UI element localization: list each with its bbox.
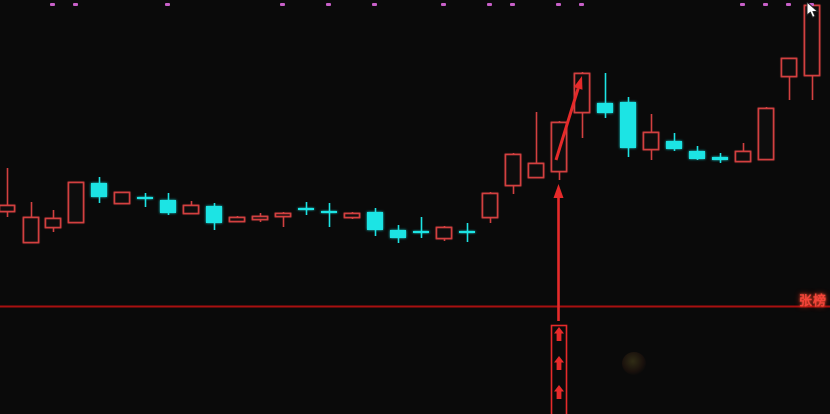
candle [206, 203, 222, 230]
candle [91, 177, 107, 203]
signal-dots-layer [50, 3, 814, 6]
candle-body-bear [321, 211, 337, 213]
candle [251, 213, 269, 222]
mouse-cursor-icon [806, 2, 819, 18]
candle [113, 191, 131, 205]
candle-body-bull [182, 204, 200, 215]
candle [228, 216, 246, 223]
candle [757, 107, 775, 161]
candle-body-bear [206, 206, 222, 223]
candle-body-bull [22, 216, 40, 244]
signal-dot [579, 3, 584, 6]
candle [597, 73, 613, 118]
candle [620, 97, 636, 157]
candle-body-bear [712, 157, 728, 160]
candle [504, 153, 522, 194]
candle [459, 223, 475, 242]
candle-body-bear [367, 212, 383, 230]
signal-dot [165, 3, 170, 6]
vertical-up-arrow [553, 184, 564, 321]
candle [137, 193, 153, 207]
candle-body-bull [343, 212, 361, 219]
candle-body-bear [597, 103, 613, 113]
watermark-logo [622, 352, 646, 375]
signal-dot [326, 3, 331, 6]
candle-body-bull [67, 181, 85, 224]
candle-body-bear [620, 102, 636, 148]
candle-body-bear [91, 183, 107, 197]
candle [390, 225, 406, 243]
candle-body-bear [413, 231, 429, 233]
candle [435, 226, 453, 241]
candle [160, 193, 176, 215]
candle [44, 210, 62, 232]
signal-bar-outline [550, 324, 568, 414]
candle [343, 212, 361, 219]
signal-dot [786, 3, 791, 6]
indicator-label: 张榜 [799, 293, 828, 308]
candle [367, 208, 383, 236]
up-arrow-icon [554, 327, 564, 341]
candle [803, 4, 821, 100]
signal-bar [550, 324, 568, 414]
candle [321, 203, 337, 227]
candle-body-bull [481, 192, 499, 219]
signal-dot [73, 3, 78, 6]
candle-body-bear [390, 230, 406, 238]
candle [274, 212, 292, 227]
candle-body-bear [666, 141, 682, 149]
signal-dot [740, 3, 745, 6]
signal-dot [372, 3, 377, 6]
candle-body-bull [274, 212, 292, 218]
signal-dot [487, 3, 492, 6]
candle-body-bull [527, 162, 545, 179]
candle-body-bull [435, 226, 453, 240]
up-arrow-icon [554, 385, 564, 399]
candle [0, 168, 16, 217]
candle-body-bull [642, 131, 660, 151]
candle-body-bear [689, 151, 705, 159]
candle-body-bear [298, 208, 314, 210]
candle-body-bull [113, 191, 131, 205]
signal-dot [280, 3, 285, 6]
annotations-layer [550, 76, 583, 414]
candle-body-bull [251, 215, 269, 221]
candle-body-bull [734, 150, 752, 163]
candle-body-bull [504, 153, 522, 187]
candle [712, 153, 728, 163]
candle [527, 112, 545, 179]
candle [689, 146, 705, 160]
candle [182, 201, 200, 215]
up-arrow-icon [554, 356, 564, 370]
candle-body-bull [228, 216, 246, 223]
candle [298, 202, 314, 215]
signal-dot [763, 3, 768, 6]
candle [780, 57, 798, 100]
candle-body-bull [0, 204, 16, 213]
candle-body-bear [137, 197, 153, 199]
candle [666, 133, 682, 151]
candle-body-bear [160, 200, 176, 213]
candle-body-bear [459, 231, 475, 233]
candle [22, 202, 40, 244]
candle [734, 143, 752, 163]
candle [642, 114, 660, 160]
signal-dot [50, 3, 55, 6]
candle-body-bull [780, 57, 798, 78]
candle [413, 217, 429, 238]
candle [67, 181, 85, 224]
signal-dot [556, 3, 561, 6]
diagonal-up-arrow [554, 76, 583, 161]
candle-body-bull [44, 217, 62, 229]
candle-body-bull [757, 107, 775, 161]
signal-dot [510, 3, 515, 6]
candle [481, 192, 499, 223]
candles-layer [0, 4, 821, 244]
signal-dot [441, 3, 446, 6]
